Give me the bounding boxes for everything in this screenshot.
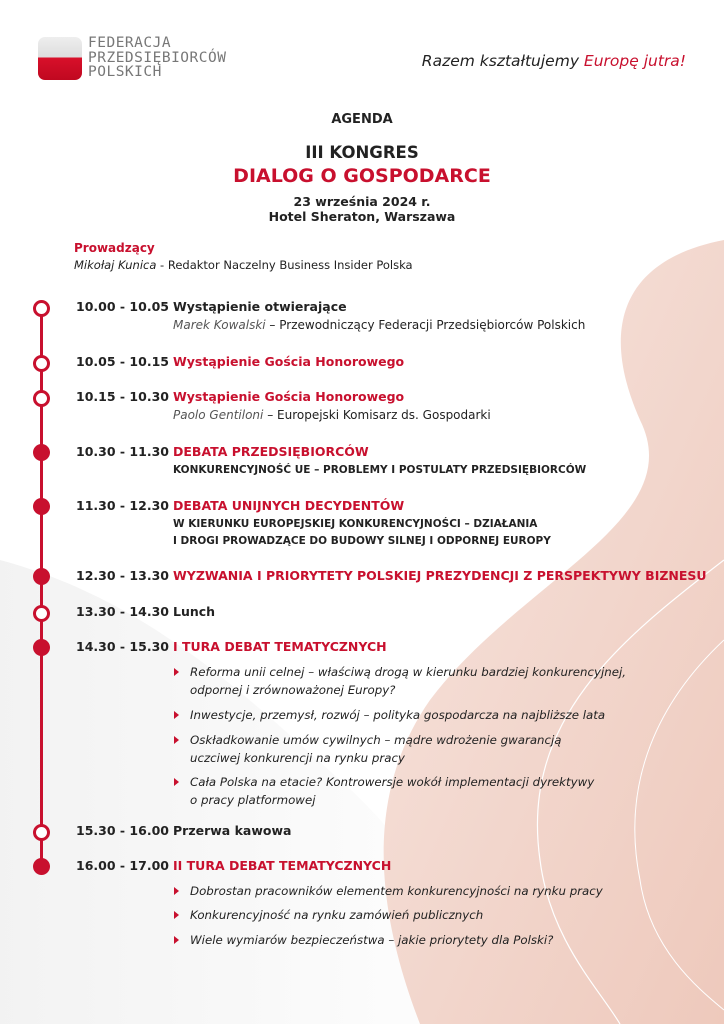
bullet-arrow-icon <box>174 736 179 744</box>
timeline-marker-icon <box>33 568 50 585</box>
agenda-time: 13.30 - 14.30 <box>76 604 169 619</box>
host-name: Mikołaj Kunica <box>74 258 157 272</box>
timeline-marker-icon <box>33 390 50 407</box>
agenda-title: DEBATA UNIJNYCH DECYDENTÓW <box>173 498 405 513</box>
agenda-time: 15.30 - 16.00 <box>76 823 169 838</box>
timeline-line <box>40 306 43 866</box>
agenda-topic: Dobrostan pracowników elementem konkuren… <box>190 882 603 900</box>
logo-line: POLSKICH <box>88 64 162 80</box>
timeline-marker-icon <box>33 444 50 461</box>
host-role: - Redaktor Naczelny Business Insider Pol… <box>156 258 413 272</box>
speaker-role: – Europejski Komisarz ds. Gospodarki <box>263 408 491 422</box>
host-label: Prowadzący <box>74 241 155 255</box>
topic-line: Dobrostan pracowników elementem konkuren… <box>190 884 603 898</box>
topic-line: Reforma unii celnej – właściwą drogą w k… <box>190 665 627 679</box>
timeline-marker-icon <box>33 355 50 372</box>
host-line: Mikołaj Kunica - Redaktor Naczelny Busin… <box>74 258 413 272</box>
agenda-topic: Wiele wymiarów bezpieczeństwa – jakie pr… <box>190 931 553 949</box>
agenda-subtitle: KONKURENCYJNOŚĆ UE – PROBLEMY I POSTULAT… <box>173 464 587 476</box>
timeline-marker-icon <box>33 605 50 622</box>
agenda-topic: Cała Polska na etacie? Kontrowersje wokó… <box>190 773 594 809</box>
agenda-time: 10.30 - 11.30 <box>76 444 169 459</box>
slogan: Razem kształtujemy Europę jutra! <box>422 52 686 70</box>
agenda-time: 14.30 - 15.30 <box>76 639 169 654</box>
timeline-marker-icon <box>33 498 50 515</box>
topic-line: Wiele wymiarów bezpieczeństwa – jakie pr… <box>190 933 554 947</box>
bullet-arrow-icon <box>174 711 179 719</box>
bullet-arrow-icon <box>174 778 179 786</box>
topic-line: uczciwej konkurencji na rynku pracy <box>190 751 405 765</box>
topic-line: Inwestycje, przemysł, rozwój – polityka … <box>190 708 606 722</box>
agenda-title: WYZWANIA I PRIORYTETY POLSKIEJ PREZYDENC… <box>173 568 707 583</box>
speaker-name: Marek Kowalski <box>173 318 266 332</box>
agenda-subtitle: I DROGI PROWADZĄCE DO BUDOWY SILNEJ I OD… <box>173 535 551 547</box>
event-title: DIALOG O GOSPODARCE <box>233 165 491 187</box>
agenda-time: 10.05 - 10.15 <box>76 354 169 369</box>
timeline-marker-icon <box>33 824 50 841</box>
topic-line: odpornej i zrównoważonej Europy? <box>190 683 396 697</box>
timeline-marker-icon <box>33 858 50 875</box>
speaker-role: – Przewodniczący Federacji Przedsiębiorc… <box>265 318 586 332</box>
slogan-accent: Europę jutra! <box>583 52 686 70</box>
event-date: 23 września 2024 r. <box>293 194 431 209</box>
bullet-arrow-icon <box>174 668 179 676</box>
agenda-title: Przerwa kawowa <box>173 823 292 838</box>
agenda-topic: Reforma unii celnej – właściwą drogą w k… <box>190 663 626 699</box>
timeline-marker-icon <box>33 639 50 656</box>
topic-line: Konkurencyjność na rynku zamówień public… <box>190 908 484 922</box>
agenda-topic: Konkurencyjność na rynku zamówień public… <box>190 906 483 924</box>
fpp-logo-icon <box>38 37 82 80</box>
bullet-arrow-icon <box>174 887 179 895</box>
agenda-speaker: Marek Kowalski – Przewodniczący Federacj… <box>173 318 585 332</box>
agenda-label: AGENDA <box>331 112 393 127</box>
logo-line: PRZEDSIĘBIORCÓW <box>88 49 227 66</box>
speaker-name: Paolo Gentiloni <box>173 408 264 422</box>
agenda-title: I TURA DEBAT TEMATYCZNYCH <box>173 639 387 654</box>
agenda-title: Lunch <box>173 604 216 619</box>
agenda-time: 12.30 - 13.30 <box>76 568 169 583</box>
agenda-title: DEBATA PRZEDSIĘBIORCÓW <box>173 444 369 459</box>
agenda-speaker: Paolo Gentiloni – Europejski Komisarz ds… <box>173 408 491 422</box>
agenda-topic: Inwestycje, przemysł, rozwój – polityka … <box>190 706 605 724</box>
agenda-time: 10.00 - 10.05 <box>76 299 169 314</box>
topic-line: o pracy platformowej <box>190 793 316 807</box>
agenda-title: Wystąpienie Gościa Honorowego <box>173 389 405 404</box>
bullet-arrow-icon <box>174 936 179 944</box>
agenda-title: II TURA DEBAT TEMATYCZNYCH <box>173 858 392 873</box>
agenda-title: Wystąpienie otwierające <box>173 299 347 314</box>
bullet-arrow-icon <box>174 911 179 919</box>
agenda-subtitle: W KIERUNKU EUROPEJSKIEJ KONKURENCYJNOŚCI… <box>173 518 538 530</box>
event-venue: Hotel Sheraton, Warszawa <box>268 209 456 224</box>
agenda-topic: Oskładkowanie umów cywilnych – mądre wdr… <box>190 731 562 767</box>
agenda-time: 16.00 - 17.00 <box>76 858 169 873</box>
timeline-marker-icon <box>33 300 50 317</box>
congress-label: III KONGRES <box>305 143 419 162</box>
logo-line: FEDERACJA <box>88 35 172 51</box>
slogan-text: Razem kształtujemy <box>421 52 584 70</box>
agenda-time: 10.15 - 10.30 <box>76 389 169 404</box>
topic-line: Cała Polska na etacie? Kontrowersje wokó… <box>190 775 595 789</box>
agenda-time: 11.30 - 12.30 <box>76 498 169 513</box>
agenda-title: Wystąpienie Gościa Honorowego <box>173 354 405 369</box>
topic-line: Oskładkowanie umów cywilnych – mądre wdr… <box>190 733 562 747</box>
fpp-logo-text: FEDERACJA PRZEDSIĘBIORCÓW POLSKICH <box>88 36 226 80</box>
